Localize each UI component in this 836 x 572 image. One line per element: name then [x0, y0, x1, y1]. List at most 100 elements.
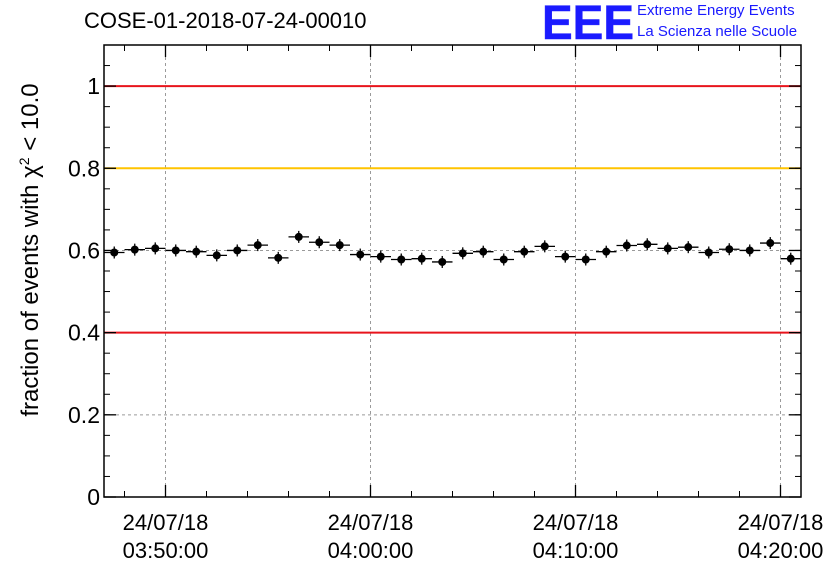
- data-point: [493, 253, 514, 266]
- data-point: [432, 255, 453, 268]
- point-marker: [643, 240, 652, 249]
- data-point: [206, 249, 227, 262]
- point-marker: [192, 247, 201, 256]
- point-marker: [212, 251, 221, 260]
- y-axis-label-wrap: fraction of events with χ2 < 10.0: [4, 45, 44, 455]
- x-tick-label: 04:20:00: [738, 538, 824, 563]
- y-tick-label: 0.4: [68, 320, 100, 346]
- point-marker: [130, 245, 139, 254]
- data-point: [350, 248, 371, 261]
- point-marker: [581, 255, 590, 264]
- x-tick-date: 24/07/18: [533, 510, 619, 535]
- y-axis-label-chi: χ: [17, 165, 44, 178]
- y-tick-label: 0: [87, 484, 100, 510]
- data-point: [596, 245, 617, 258]
- y-axis-label-prefix: fraction of events with: [17, 177, 44, 417]
- logo-line-2: La Scienza nelle Scuole: [637, 23, 798, 40]
- point-marker: [397, 255, 406, 264]
- data-point: [411, 252, 432, 265]
- point-marker: [376, 252, 385, 261]
- x-tick-date: 24/07/18: [328, 510, 414, 535]
- y-tick-label: 0.6: [68, 237, 100, 263]
- point-marker: [253, 241, 262, 250]
- y-tick-label: 1: [87, 73, 100, 99]
- point-marker: [335, 241, 344, 250]
- data-point: [124, 243, 145, 256]
- x-tick-label: 03:50:00: [123, 538, 209, 563]
- data-point: [657, 242, 678, 255]
- chart-title: COSE-01-2018-07-24-00010: [84, 8, 367, 33]
- data-point: [780, 252, 801, 265]
- y-tick-label: 0.2: [68, 402, 100, 428]
- point-marker: [745, 246, 754, 255]
- point-marker: [684, 243, 693, 252]
- data-point: [247, 239, 268, 252]
- point-marker: [561, 252, 570, 261]
- y-tick-labels: 0 0.2 0.4 0.6 0.8 1: [68, 73, 100, 510]
- point-marker: [315, 238, 324, 247]
- point-marker: [520, 247, 529, 256]
- x-tick-date: 24/07/18: [123, 510, 209, 535]
- data-point: [514, 245, 535, 258]
- data-point: [473, 245, 494, 258]
- data-point: [760, 237, 781, 250]
- data-point: [391, 253, 412, 266]
- data-point: [678, 241, 699, 254]
- eee-logo-text: EEE: [542, 0, 634, 45]
- axis-ticks: [104, 44, 801, 498]
- point-marker: [417, 254, 426, 263]
- point-marker: [602, 247, 611, 256]
- point-marker: [786, 254, 795, 263]
- x-tick-date: 24/07/18: [738, 510, 824, 535]
- y-axis-label-sup: 2: [16, 157, 32, 166]
- x-tick-label: 04:10:00: [533, 538, 619, 563]
- y-tick-label: 0.8: [68, 155, 100, 181]
- data-point: [534, 240, 555, 253]
- x-tick-label: 04:00:00: [328, 538, 414, 563]
- data-point: [309, 236, 330, 249]
- point-marker: [171, 246, 180, 255]
- point-marker: [479, 247, 488, 256]
- y-axis-label-suffix: < 10.0: [17, 83, 44, 158]
- plot-frame: [103, 44, 802, 498]
- data-point: [145, 242, 166, 255]
- point-marker: [663, 244, 672, 253]
- eee-logo: EEE: [542, 0, 635, 45]
- y-axis-label: fraction of events with χ2 < 10.0: [16, 83, 44, 417]
- data-point: [268, 251, 289, 264]
- data-point: [370, 250, 391, 263]
- point-marker: [622, 241, 631, 250]
- point-marker: [704, 248, 713, 257]
- data-point: [719, 243, 740, 256]
- point-marker: [540, 242, 549, 251]
- point-marker: [294, 232, 303, 241]
- point-marker: [458, 249, 467, 258]
- data-point: [739, 244, 760, 257]
- data-point: [104, 246, 125, 259]
- data-point: [698, 246, 719, 259]
- data-point: [616, 239, 637, 252]
- data-point: [186, 245, 207, 258]
- data-point: [165, 244, 186, 257]
- reference-lines: [104, 85, 801, 334]
- data-point: [575, 253, 596, 266]
- point-marker: [274, 253, 283, 262]
- data-points: [104, 230, 801, 268]
- data-point: [452, 247, 473, 260]
- data-point: [227, 244, 248, 257]
- point-marker: [438, 257, 447, 266]
- point-marker: [725, 245, 734, 254]
- point-marker: [151, 244, 160, 253]
- x-tick-labels: 24/07/18 03:50:00 24/07/18 04:00:00 24/07/18…: [123, 510, 824, 563]
- point-marker: [356, 250, 365, 259]
- data-point: [637, 238, 658, 251]
- data-point: [329, 239, 350, 252]
- logo-line-1: Extreme Energy Events: [637, 2, 795, 19]
- point-marker: [499, 255, 508, 264]
- grid-lines: [104, 45, 801, 498]
- data-point: [555, 250, 576, 263]
- data-point: [288, 230, 309, 243]
- point-marker: [110, 248, 119, 257]
- point-marker: [233, 246, 242, 255]
